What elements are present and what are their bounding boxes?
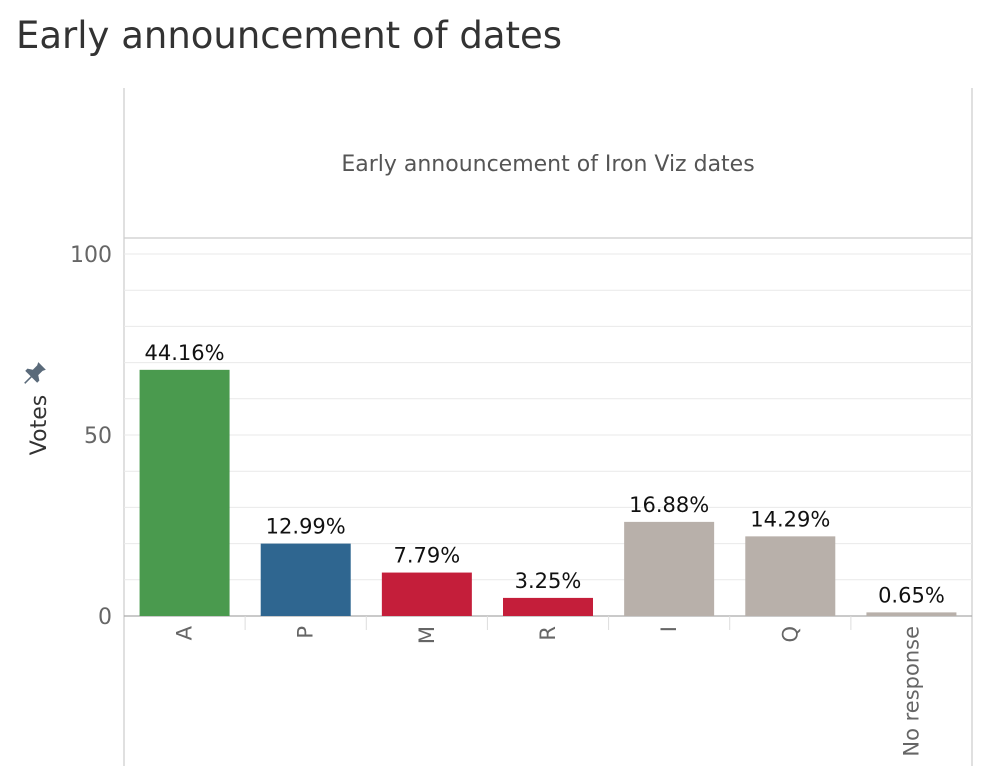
x-tick-label: Q xyxy=(778,626,802,643)
bar xyxy=(381,572,472,616)
x-tick-label: No response xyxy=(899,626,923,757)
x-tick-label: R xyxy=(536,626,560,641)
bar-value-label: 14.29% xyxy=(750,507,830,531)
chart-title: Early announcement of Iron Viz dates xyxy=(341,152,754,177)
gridlines xyxy=(124,253,972,581)
pin-icon[interactable] xyxy=(22,360,48,386)
bar-value-label: 7.79% xyxy=(393,544,460,568)
bar xyxy=(139,369,230,616)
x-tick-label: I xyxy=(657,626,681,632)
bar-value-label: 0.65% xyxy=(878,583,945,607)
bar-value-label: 12.99% xyxy=(266,515,346,539)
bar-value-label: 44.16% xyxy=(145,341,225,365)
bar xyxy=(866,612,957,616)
bar-value-label: 3.25% xyxy=(515,569,582,593)
y-axis-label: Votes xyxy=(27,395,52,455)
bar xyxy=(503,597,593,616)
x-tick-label: A xyxy=(173,625,197,640)
chart-frame xyxy=(123,88,973,766)
x-tick-label: M xyxy=(415,626,439,644)
x-axis-ticks: A P M R I Q No response xyxy=(173,616,923,757)
bar-value-label: 16.88% xyxy=(629,493,709,517)
bar xyxy=(745,536,836,616)
y-tick-label: 100 xyxy=(70,243,112,268)
page-title: Early announcement of dates xyxy=(16,14,563,57)
y-axis-ticks: 0 50 100 xyxy=(70,243,112,630)
bar xyxy=(624,521,715,616)
x-tick-label: P xyxy=(294,626,318,639)
bar xyxy=(260,543,351,616)
y-tick-label: 50 xyxy=(84,424,112,449)
bars: 44.16% 12.99% 7.79% 3.25% 16.88% 14.29% 0.65% xyxy=(139,341,957,616)
y-tick-label: 0 xyxy=(98,605,112,630)
